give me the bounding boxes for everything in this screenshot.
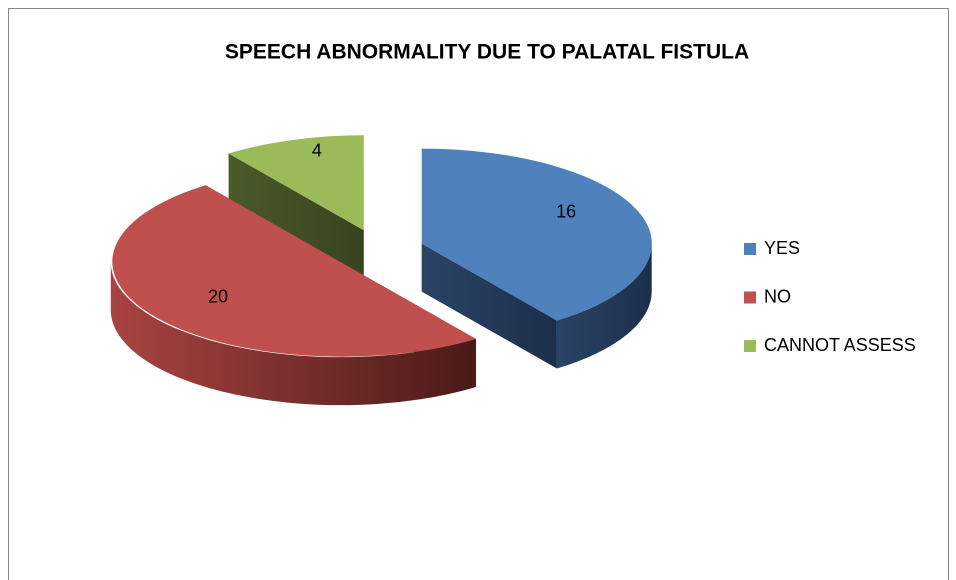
- legend: YES NO CANNOT ASSESS: [744, 238, 916, 355]
- legend-label: CANNOT ASSESS: [764, 335, 916, 355]
- legend-label: NO: [764, 286, 791, 306]
- slice-side: [421, 243, 557, 369]
- slice-side: [228, 153, 364, 279]
- data-label: 4: [312, 141, 322, 161]
- slice-wall: [556, 243, 652, 369]
- legend-swatch: [744, 243, 756, 255]
- legend-swatch: [744, 340, 756, 352]
- slice: [112, 185, 476, 357]
- data-label: 20: [208, 286, 228, 306]
- slice: [421, 148, 652, 321]
- legend-label: YES: [764, 238, 800, 258]
- slice: [228, 135, 364, 231]
- slice-wall: [110, 262, 477, 406]
- pie: 16 20 4: [110, 135, 652, 406]
- legend-swatch: [744, 291, 756, 304]
- chart-title: SPEECH ABNORMALITY DUE TO PALATAL FISTUL…: [225, 41, 749, 64]
- data-label: 16: [556, 201, 576, 221]
